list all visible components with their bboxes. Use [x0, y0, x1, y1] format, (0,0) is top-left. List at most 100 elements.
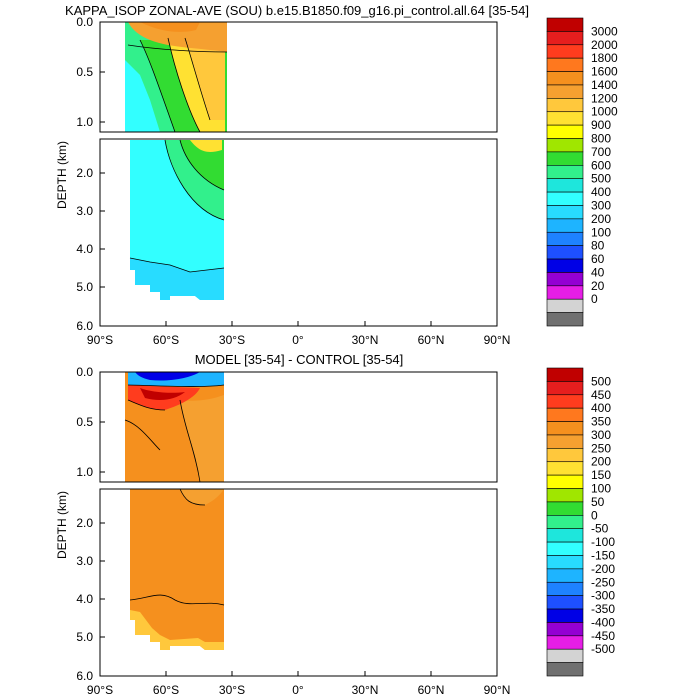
- colorbar-label: 50: [591, 495, 605, 509]
- upper-panel: [99, 21, 498, 133]
- region-surface-max: [140, 22, 200, 32]
- colorbar-swatch: [546, 461, 584, 476]
- y-tick-label: 6.0: [76, 669, 93, 683]
- colorbar-swatch: [546, 448, 584, 463]
- colorbar-swatch: [546, 635, 584, 650]
- y-tick-label: 0.0: [76, 365, 93, 379]
- x-ticks: 90°S 60°S 30°S 0° 30°N 60°N 90°N: [87, 333, 510, 347]
- region-surface-min: [135, 372, 200, 381]
- y-tick-label: 5.0: [76, 280, 93, 294]
- colorbar-swatch: [546, 407, 584, 422]
- region-surface-upper: [128, 22, 227, 52]
- region-upper-light-lower: [180, 489, 224, 505]
- region-surface-max: [140, 388, 185, 400]
- x-tick-label: 30°N: [352, 683, 379, 697]
- colorbar-label: -350: [591, 602, 615, 616]
- y-tick-label: 1.0: [76, 115, 93, 129]
- lower-panel: [99, 138, 498, 327]
- colorbar-swatch: [546, 595, 584, 610]
- contour-lines-lower: [129, 139, 225, 273]
- colorbar-label: 200: [591, 212, 611, 226]
- colorbar-label: 40: [591, 265, 605, 279]
- colorbar-swatch: [546, 298, 584, 313]
- colorbar-swatch: [546, 648, 584, 663]
- colorbar-swatch: [546, 231, 584, 246]
- colorbar-swatch: [546, 258, 584, 273]
- colorbar-swatch: [546, 245, 584, 260]
- colorbar-swatch: [546, 151, 584, 166]
- region-lens-lower: [190, 140, 222, 152]
- x-tick-label: 0°: [292, 333, 304, 347]
- colorbar-swatch: [546, 111, 584, 126]
- region-abyss-lower: [130, 258, 224, 300]
- y-tick-label: 3.0: [76, 554, 93, 568]
- colorbar-swatch: [546, 191, 584, 206]
- colorbar-swatch: [546, 568, 584, 583]
- tick-marks: [100, 71, 432, 326]
- y-ticks-lower: 2.0 3.0 4.0 5.0 6.0: [76, 516, 93, 683]
- colorbar-label: 20: [591, 279, 605, 293]
- colorbar-swatch: [546, 622, 584, 637]
- upper-panel-frame: [99, 21, 498, 133]
- colorbar-label: -250: [591, 575, 615, 589]
- colorbar-swatch: [546, 662, 584, 677]
- y-tick-label: 0.5: [76, 415, 93, 429]
- colorbar-swatch: [546, 608, 584, 623]
- region-lens-light: [185, 38, 225, 120]
- colorbar-swatch: [546, 44, 584, 59]
- colorbar: 3000200018001600140012001000900800700600…: [546, 17, 618, 327]
- upper-panel-frame: [99, 371, 498, 483]
- x-tick-label: 90°S: [87, 333, 113, 347]
- y-tick-label: 0.0: [76, 15, 93, 29]
- colorbar-label: 900: [591, 118, 611, 132]
- tick-marks: [100, 421, 432, 676]
- colorbar-label: -200: [591, 562, 615, 576]
- y-axis-label: DEPTH (km): [55, 491, 69, 559]
- colorbar-label: 0: [591, 508, 598, 522]
- colorbar-label: -300: [591, 589, 615, 603]
- colorbar-label: -500: [591, 642, 615, 656]
- colorbar-swatch: [546, 474, 584, 489]
- colorbar-label: 60: [591, 252, 605, 266]
- colorbar-label: 100: [591, 482, 611, 496]
- contour-lines-lower: [129, 488, 225, 606]
- x-tick-label: 0°: [292, 683, 304, 697]
- colorbar-label: 300: [591, 428, 611, 442]
- x-tick-label: 30°S: [219, 333, 245, 347]
- colorbar-swatch: [546, 528, 584, 543]
- colorbar-swatch: [546, 488, 584, 503]
- colorbar-label: 1400: [591, 78, 618, 92]
- colorbar-label: 1200: [591, 91, 618, 105]
- contour-lines-upper: [127, 37, 228, 133]
- chart-title: MODEL [35-54] - CONTROL [35-54]: [195, 352, 404, 367]
- colorbar-label: 400: [591, 185, 611, 199]
- colorbar-swatch: [546, 218, 584, 233]
- x-tick-label: 90°N: [484, 333, 511, 347]
- colorbar-swatch: [546, 394, 584, 409]
- colorbar-swatch: [546, 555, 584, 570]
- data-field-lower: [130, 489, 224, 650]
- colorbar-label: 250: [591, 441, 611, 455]
- y-tick-label: 6.0: [76, 319, 93, 333]
- colorbar-swatch: [546, 178, 584, 193]
- colorbar-label: 800: [591, 132, 611, 146]
- colorbar-label: 700: [591, 145, 611, 159]
- colorbar-label: 150: [591, 468, 611, 482]
- x-tick-label: 30°S: [219, 683, 245, 697]
- colorbar-swatch: [546, 98, 584, 113]
- colorbar-label: 80: [591, 239, 605, 253]
- colorbar-label: -50: [591, 522, 609, 536]
- colorbar-swatch: [546, 312, 584, 327]
- chart-kappa-isop: KAPPA_ISOP ZONAL-AVE (SOU) b.e15.B1850.f…: [55, 3, 618, 347]
- colorbar-swatch: [546, 581, 584, 596]
- colorbar-label: 1600: [591, 65, 618, 79]
- lower-panel: [99, 488, 498, 677]
- x-tick-label: 60°N: [418, 333, 445, 347]
- colorbar-swatch: [546, 285, 584, 300]
- y-tick-label: 3.0: [76, 204, 93, 218]
- y-axis-label: DEPTH (km): [55, 141, 69, 209]
- colorbar-label: -450: [591, 629, 615, 643]
- colorbar-swatch: [546, 31, 584, 46]
- x-ticks: 90°S 60°S 30°S 0° 30°N 60°N 90°N: [87, 683, 510, 697]
- x-tick-label: 30°N: [352, 333, 379, 347]
